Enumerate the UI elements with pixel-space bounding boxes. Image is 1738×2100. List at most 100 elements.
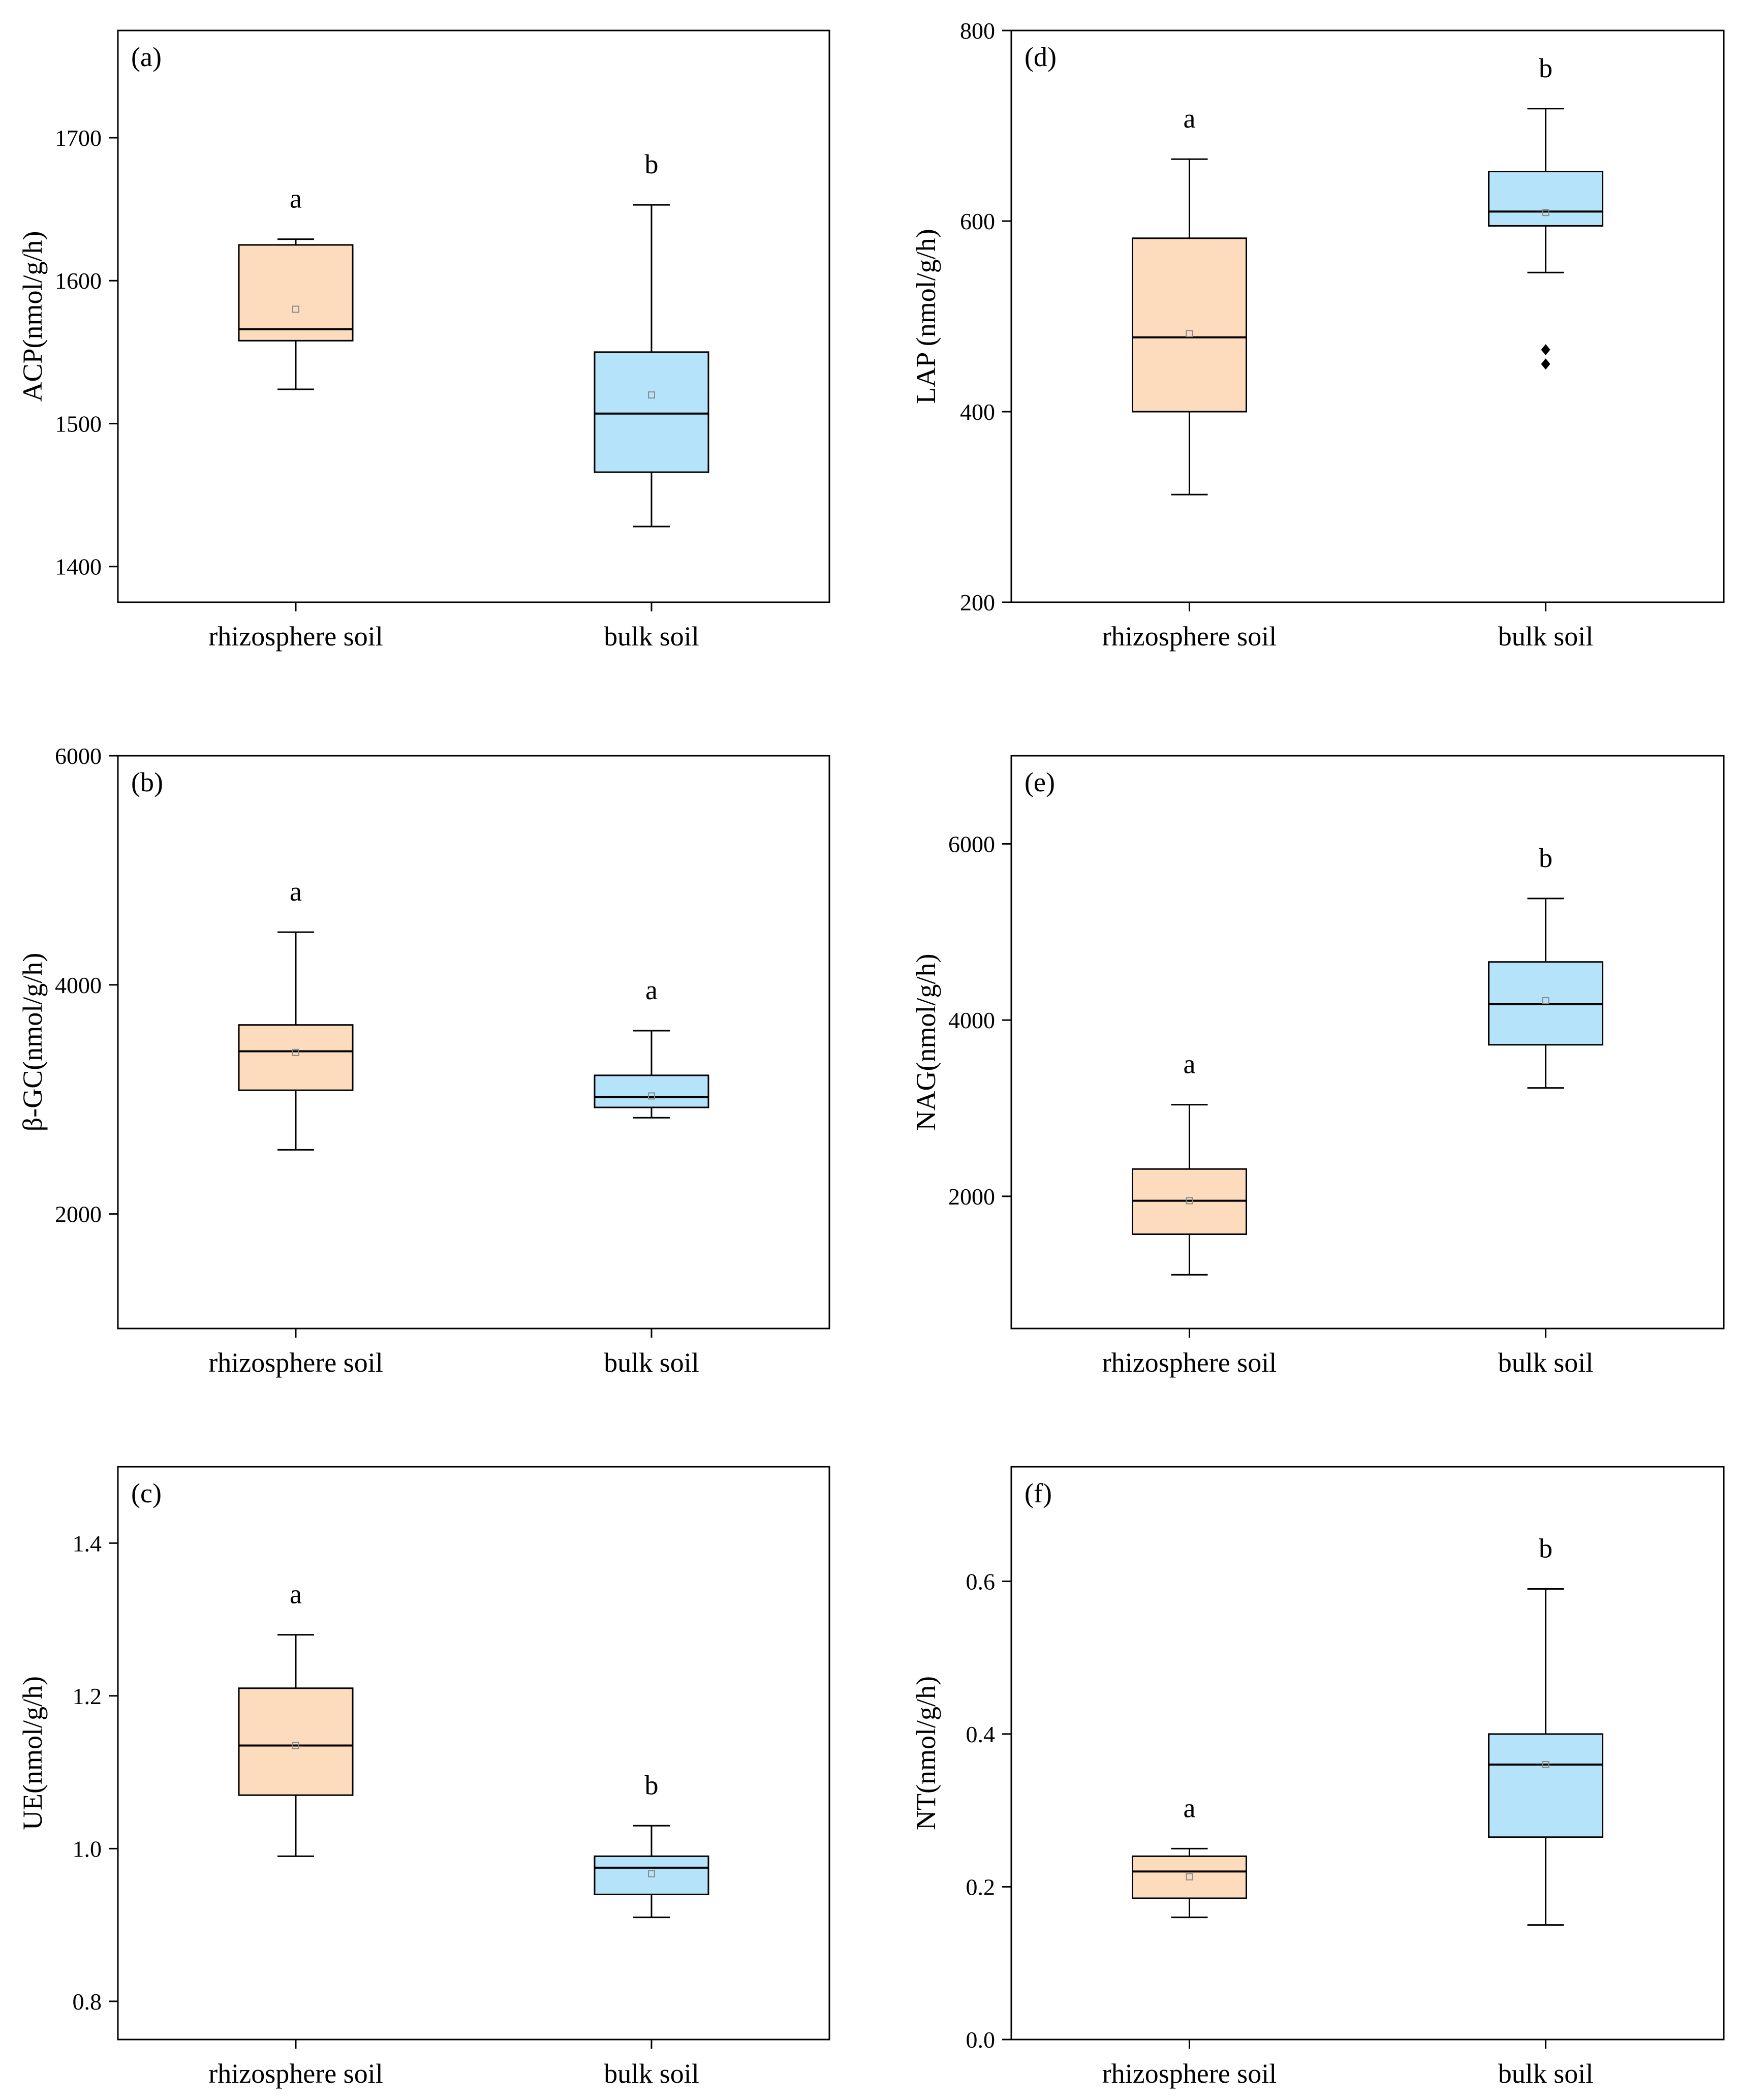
mean-marker [1542, 1761, 1549, 1769]
box-iqr [238, 244, 354, 342]
outlier-point [1541, 344, 1550, 356]
x-tick-label: bulk soil [604, 621, 699, 652]
y-tick-label: 4000 [55, 972, 102, 998]
significance-letter: a [1184, 103, 1196, 134]
significance-letter: b [1539, 1533, 1553, 1563]
x-tick-label: rhizosphere soil [1102, 2058, 1277, 2089]
significance-letter: b [645, 1770, 659, 1800]
y-tick-label: 2000 [55, 1201, 102, 1227]
x-tick-label: rhizosphere soil [1102, 1347, 1277, 1378]
significance-letter: a [290, 876, 302, 907]
mean-marker [1186, 330, 1193, 337]
panel-label: (d) [1025, 42, 1057, 72]
y-tick-label: 6000 [948, 831, 995, 857]
x-tick-label: bulk soil [604, 1347, 699, 1378]
panel-label: (c) [131, 1478, 162, 1508]
y-tick-label: 2000 [948, 1184, 995, 1210]
box-iqr [594, 1074, 709, 1108]
x-tick-label: rhizosphere soil [208, 621, 383, 652]
box-iqr [1488, 171, 1603, 227]
y-tick-label: 4000 [948, 1007, 995, 1033]
mean-marker [1186, 1873, 1193, 1880]
y-tick-label: 200 [960, 590, 995, 615]
panel-e: (e) 2000 4000 6000 NAG(nmol/g/h) rhizosphere … [911, 755, 1725, 1378]
box-iqr [238, 1687, 354, 1796]
y-axis-label: NAG(nmol/g/h) [911, 954, 941, 1131]
mean-marker [648, 1870, 655, 1877]
x-tick-label: bulk soil [604, 2058, 699, 2089]
y-tick-label: 0.2 [966, 1874, 996, 1900]
box-rhizosphere: a [1132, 103, 1247, 496]
box-iqr [594, 351, 709, 473]
significance-letter: b [645, 149, 659, 179]
y-tick-label: 1700 [55, 125, 102, 151]
plot-frame [117, 755, 830, 1330]
y-tick-label: 1600 [55, 268, 102, 294]
plot-frame [1010, 1466, 1725, 2041]
plot-frame [117, 29, 830, 603]
x-tick-label: bulk soil [1498, 2058, 1594, 2089]
y-tick-label: 600 [960, 208, 995, 234]
box-iqr [1132, 1855, 1247, 1899]
plot-frame [1010, 755, 1725, 1330]
mean-marker [1186, 1197, 1193, 1205]
box-iqr [594, 1855, 709, 1895]
significance-letter: a [1184, 1793, 1196, 1823]
panel-label: (e) [1025, 767, 1055, 797]
y-tick-label: 1.2 [73, 1683, 102, 1709]
box-bulk: a [594, 975, 709, 1119]
mean-marker [292, 1742, 299, 1749]
y-tick-label: 1.4 [73, 1530, 102, 1556]
plot-frame [1010, 29, 1725, 603]
y-tick-label: 0.0 [966, 2027, 996, 2053]
y-tick-label: 0.8 [73, 1989, 102, 2015]
box-iqr [1488, 1733, 1603, 1838]
y-tick-label: 0.6 [966, 1568, 996, 1594]
box-rhizosphere: a [1132, 1049, 1247, 1276]
box-rhizosphere: a [238, 183, 354, 390]
panel-label: (a) [131, 42, 162, 72]
y-axis-label: NT(nmol/g/h) [911, 1676, 941, 1830]
panel-label: (f) [1025, 1478, 1052, 1508]
x-tick-label: rhizosphere soil [208, 2058, 383, 2089]
outlier-point [1541, 358, 1550, 370]
significance-letter: a [290, 183, 302, 214]
box-bulk: b [594, 149, 709, 528]
mean-marker [1542, 997, 1549, 1005]
y-axis-label: β-GC(nmol/g/h) [17, 953, 48, 1131]
mean-marker [648, 1092, 655, 1100]
mean-marker [292, 305, 299, 313]
box-rhizosphere: a [238, 876, 354, 1151]
significance-letter: a [290, 1579, 302, 1610]
panel-label: (b) [131, 767, 163, 797]
panel-a: (a) 1400 1500 1600 1700 ACP(nmol/g/h) rhizosph… [17, 29, 830, 652]
mean-marker [648, 391, 655, 399]
mean-marker [1542, 209, 1549, 217]
significance-letter: b [1539, 53, 1553, 83]
y-tick-label: 1.0 [73, 1836, 102, 1862]
y-tick-label: 400 [960, 399, 995, 425]
box-iqr [238, 1024, 354, 1091]
panel-b: (b) 2000 4000 6000 β-GC(nmol/g/h) rhizosphere… [17, 743, 830, 1378]
box-rhizosphere: a [238, 1579, 354, 1857]
significance-letter: b [1539, 843, 1553, 873]
y-axis-label: UE(nmol/g/h) [17, 1676, 48, 1830]
x-tick-label: rhizosphere soil [208, 1347, 383, 1378]
box-iqr [1132, 237, 1247, 413]
plot-frame [117, 1466, 830, 2041]
box-bulk: b [1488, 1533, 1603, 1926]
y-axis-label: LAP (nmol/g/h) [911, 229, 941, 404]
mean-marker [292, 1048, 299, 1056]
panel-d: (d) 200 400 600 800 LAP (nmol/g/h) rhizosphere… [911, 18, 1725, 652]
x-tick-label: bulk soil [1498, 1347, 1594, 1378]
box-bulk: b [1488, 53, 1603, 370]
box-bulk: b [1488, 843, 1603, 1089]
y-tick-label: 1500 [55, 411, 102, 437]
panel-c: (c) 0.8 1.0 1.2 1.4 UE(nmol/g/h) rhizosphere s… [17, 1466, 830, 2089]
panel-f: (f) 0.0 0.2 0.4 0.6 NT(nmol/g/h) rhizosphere s… [911, 1466, 1725, 2089]
y-tick-label: 1400 [55, 554, 102, 580]
y-tick-label: 6000 [55, 743, 102, 769]
y-axis-label: ACP(nmol/g/h) [17, 231, 48, 402]
y-tick-label: 800 [960, 18, 995, 44]
